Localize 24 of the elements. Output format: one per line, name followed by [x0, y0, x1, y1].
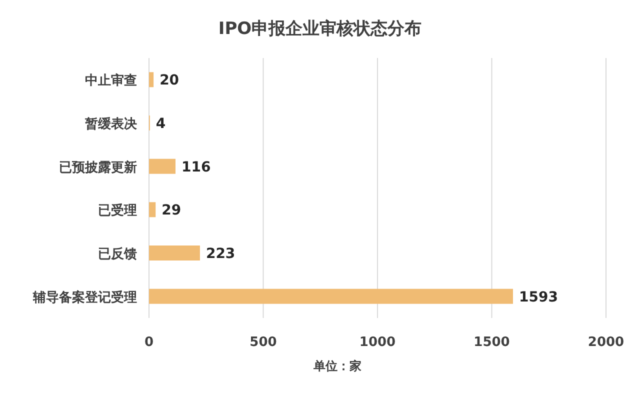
- y-tick-label: 中止审查: [85, 72, 137, 89]
- data-label: 223: [206, 246, 236, 262]
- data-label: 1593: [519, 289, 558, 306]
- data-label: 29: [162, 202, 182, 219]
- y-tick-label: 已受理: [98, 202, 137, 219]
- x-tick-label: 500: [250, 335, 277, 350]
- x-tick-label: 1000: [359, 335, 396, 350]
- x-tick-label: 1500: [474, 335, 510, 350]
- bar: [149, 158, 176, 174]
- y-tick-label: 已反馈: [98, 246, 137, 262]
- y-tick-label: 暂缓表决: [84, 116, 138, 132]
- y-tick-label: 已预披露更新: [59, 159, 137, 176]
- data-label: 20: [160, 72, 180, 89]
- bar: [149, 246, 200, 260]
- chart-title: IPO申报企业审核状态分布: [218, 19, 422, 39]
- data-label: 116: [182, 159, 211, 176]
- bar: [149, 202, 156, 218]
- bar: [149, 72, 154, 88]
- data-label: 4: [156, 116, 166, 132]
- y-tick-label: 辅导备案登记受理: [32, 289, 137, 306]
- bar: [149, 288, 513, 304]
- x-axis-title: 单位：家: [312, 359, 362, 373]
- x-tick-label: 2000: [588, 335, 624, 350]
- x-tick-label: 0: [144, 335, 154, 350]
